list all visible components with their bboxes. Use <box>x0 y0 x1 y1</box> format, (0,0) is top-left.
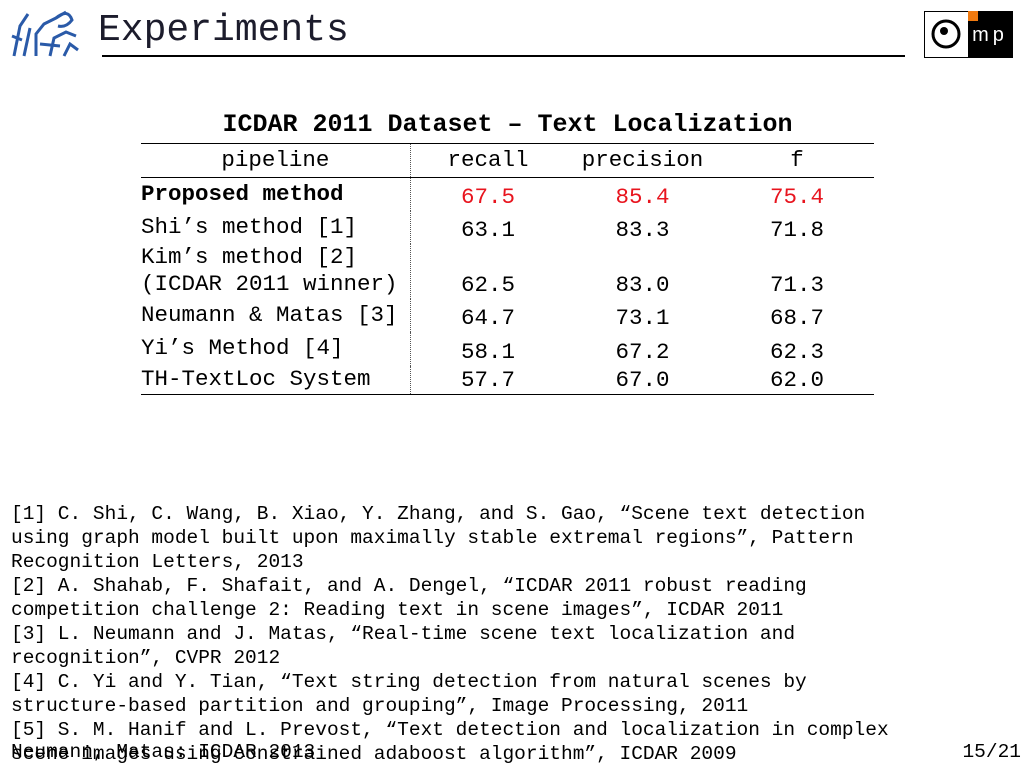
table-row: Neumann & Matas [3] 64.7 73.1 68.7 <box>141 298 874 332</box>
university-logo <box>11 10 79 57</box>
value-cell: 68.7 <box>769 304 824 331</box>
pipeline-name: Neumann & Matas [3] <box>141 301 398 328</box>
table-row: Proposed method 67.5 85.4 75.4 <box>141 177 874 211</box>
value-cell: 71.3 <box>769 271 824 298</box>
slide-title: Experiments <box>98 9 349 52</box>
pipeline-cell: Kim’s method [2] (ICDAR 2011 winner) <box>141 243 411 299</box>
pipeline-cell: Shi’s method [1] <box>141 210 411 244</box>
reference-line: [5] S. M. Hanif and L. Prevost, “Text de… <box>11 719 889 741</box>
value-cell: 62.3 <box>769 338 824 365</box>
reference-line: [2] A. Shahab, F. Shafait, and A. Dengel… <box>11 575 807 597</box>
table-row: Kim’s method [2] (ICDAR 2011 winner) 62.5 8… <box>141 243 874 299</box>
reference-line: [1] C. Shi, C. Wang, B. Xiao, Y. Zhang, … <box>11 503 866 525</box>
table-caption: ICDAR 2011 Dataset – Text Localization <box>222 110 793 139</box>
value-cell: 73.1 <box>615 304 670 331</box>
pipeline-name: (ICDAR 2011 winner) <box>141 271 398 297</box>
table-row: Yi’s Method [4] 58.1 67.2 62.3 <box>141 331 874 366</box>
value-cell: 71.8 <box>769 216 824 243</box>
reference-line: Recognition Letters, 2013 <box>11 551 304 573</box>
value-cell: 83.0 <box>615 271 670 298</box>
table-body: Proposed method 67.5 85.4 75.4 Shi’s method … <box>141 177 874 395</box>
value-cell: 62.0 <box>719 365 874 395</box>
value-cell: 63.1 <box>461 216 516 243</box>
pipeline-cell: Proposed method <box>141 177 411 211</box>
value-cell: 67.5 <box>461 183 516 210</box>
reference-line: recognition”, CVPR 2012 <box>11 647 281 669</box>
table-row: Shi’s method [1] 63.1 83.3 71.8 <box>141 210 874 244</box>
pipeline-cell: Yi’s Method [4] <box>141 331 411 366</box>
pipeline-name: Shi’s method [1] <box>141 213 358 240</box>
title-rule <box>102 55 905 57</box>
reference-line: [3] L. Neumann and J. Matas, “Real-time … <box>11 623 796 645</box>
column-header: pipeline <box>141 143 411 178</box>
value-cell: 67.2 <box>615 338 670 365</box>
pipeline-name: TH-TextLoc System <box>141 366 371 393</box>
pipeline-name: Proposed method <box>141 180 344 207</box>
header-row: pipeline recall precision f <box>141 143 874 178</box>
value-cell: 58.1 <box>461 338 516 365</box>
column-header: precision <box>565 143 720 178</box>
reference-line: scene images using constrained adaboost … <box>11 743 737 765</box>
reference-line: using graph model built upon maximally s… <box>11 527 854 549</box>
footer-left: Neumann, Matas: ICDAR 2013 <box>11 741 316 763</box>
pipeline-name: Kim’s method [2] <box>141 244 358 270</box>
table-row: TH-TextLoc System 57.7 67.0 62.0 <box>141 365 874 395</box>
value-cell: 83.3 <box>615 216 670 243</box>
results-table: pipeline recall precision f Proposed method… <box>141 143 874 395</box>
cmp-logo: mp <box>924 11 1013 58</box>
pipeline-name: Yi’s Method [4] <box>141 335 344 361</box>
pipeline-cell: TH-TextLoc System <box>141 365 411 395</box>
column-header: f <box>719 143 874 178</box>
value-cell: 85.4 <box>615 183 670 210</box>
column-header: recall <box>410 143 566 178</box>
reference-line: competition challenge 2: Reading text in… <box>11 599 784 621</box>
logo-text: mp <box>972 24 1008 46</box>
value-cell: 64.7 <box>461 304 516 331</box>
value-cell: 75.4 <box>769 183 824 210</box>
page-number: 15/21 <box>962 741 1021 763</box>
value-cell: 67.0 <box>565 365 720 395</box>
value-cell: 62.5 <box>461 271 516 298</box>
reference-line: structure-based partition and grouping”,… <box>11 695 749 717</box>
value-cell: 57.7 <box>410 365 566 395</box>
reference-line: [4] C. Yi and Y. Tian, “Text string dete… <box>11 671 807 693</box>
references: [1] C. Shi, C. Wang, B. Xiao, Y. Zhang, … <box>11 502 889 766</box>
pipeline-cell: Neumann & Matas [3] <box>141 298 411 332</box>
